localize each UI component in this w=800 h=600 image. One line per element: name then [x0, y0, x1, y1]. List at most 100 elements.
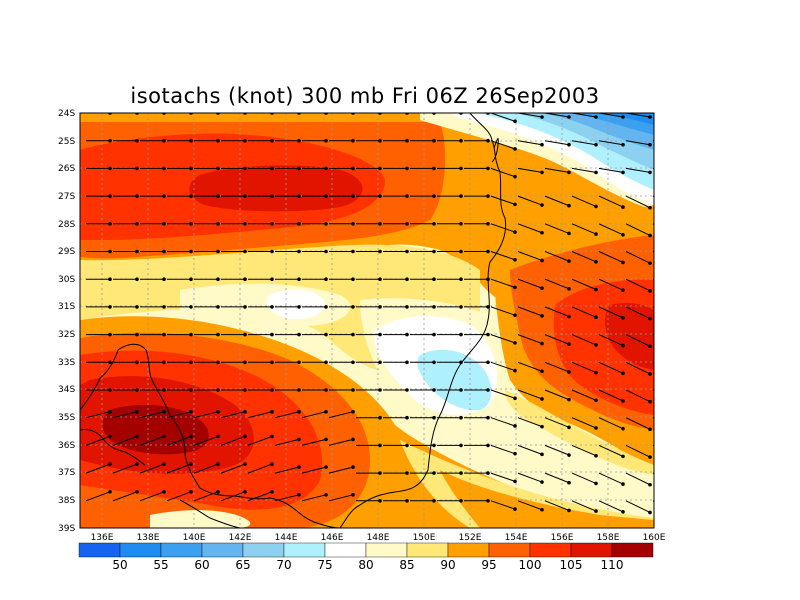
wind-vector-head	[540, 480, 544, 484]
wind-vector	[490, 195, 516, 205]
wind-vector	[571, 113, 597, 118]
wind-vector	[598, 167, 624, 173]
wind-vector-head	[135, 222, 139, 226]
wind-vector	[571, 500, 597, 512]
wind-vector-head	[459, 194, 463, 198]
wind-vector-head	[567, 259, 571, 263]
wind-vector-head	[108, 277, 112, 282]
plot-frame	[79, 112, 655, 529]
wind-vector	[544, 113, 570, 118]
wind-vector-head	[108, 166, 112, 171]
wind-vector	[193, 491, 219, 502]
wind-vector-head	[594, 481, 598, 486]
wind-vector	[517, 306, 543, 317]
wind-vector-head	[540, 507, 544, 512]
wind-vector	[652, 500, 654, 502]
wind-vector	[490, 444, 516, 455]
wind-vector-head	[486, 222, 490, 226]
wind-vector-head	[486, 443, 490, 448]
wind-vector-head	[621, 316, 625, 320]
wind-vector-head	[567, 397, 571, 402]
wind-vector-head	[243, 166, 247, 171]
wind-vector	[301, 466, 327, 474]
wind-vector	[544, 444, 570, 456]
wind-vector-head	[621, 205, 625, 209]
wind-vector-head	[513, 119, 517, 124]
wind-vector-head	[378, 332, 382, 337]
wind-vector	[571, 444, 597, 457]
lon-tick: 146E	[321, 533, 344, 543]
wind-vector-head	[621, 426, 625, 431]
wind-vector	[598, 223, 624, 236]
wind-vector-head	[135, 138, 139, 143]
coastline	[80, 113, 507, 528]
wind-vector	[220, 435, 246, 446]
wind-vector-head	[405, 499, 409, 503]
wind-vector	[625, 140, 651, 146]
wind-vectors	[85, 113, 654, 515]
wind-vector-head	[459, 443, 463, 448]
wind-vector-head	[459, 360, 463, 365]
wind-vector	[625, 389, 651, 403]
wind-vector-head	[405, 249, 409, 254]
colorbar-label: 110	[601, 558, 624, 572]
wind-vector	[517, 389, 543, 400]
wind-vector	[652, 113, 654, 114]
wind-vector	[544, 223, 570, 234]
wind-vector-head	[405, 443, 409, 448]
wind-vector-head	[594, 115, 598, 119]
wind-vector	[571, 389, 597, 401]
wind-vector	[517, 195, 543, 206]
wind-vector	[544, 167, 570, 173]
wind-vector-head	[513, 368, 517, 373]
wind-vector	[517, 361, 543, 372]
wind-vector-head	[243, 388, 247, 392]
wind-vector-head	[540, 369, 544, 374]
lat-tick: 38S	[58, 496, 75, 506]
colorbar-swatch	[611, 542, 654, 558]
wind-vector-head	[270, 222, 274, 226]
wind-vector-head	[216, 194, 220, 198]
wind-vector-head	[432, 305, 436, 309]
wind-vector-head	[648, 261, 652, 265]
wind-vector	[652, 334, 654, 336]
wind-vector-head	[432, 249, 436, 254]
wind-vector	[85, 463, 111, 474]
wind-vector-head	[648, 344, 652, 349]
wind-vector-head	[189, 409, 193, 414]
wind-vector	[652, 472, 654, 475]
wind-vector	[490, 472, 516, 482]
wind-vector	[625, 500, 651, 513]
wind-vector-head	[378, 360, 382, 365]
wind-vector-head	[297, 249, 301, 254]
wind-vector-head	[648, 510, 652, 515]
wind-vector-head	[297, 305, 301, 309]
wind-vector-head	[567, 287, 571, 291]
lat-tick: 33S	[58, 358, 75, 368]
wind-vector-head	[189, 194, 193, 198]
lon-tick: 150E	[413, 533, 436, 543]
wind-vector	[490, 361, 516, 372]
wind-vector-head	[108, 249, 112, 254]
colorbar-swatch	[529, 542, 572, 558]
wind-vector	[490, 334, 516, 344]
wind-vector-head	[486, 277, 490, 282]
wind-vector	[220, 411, 246, 419]
wind-vector-head	[540, 286, 544, 290]
wind-vector-head	[648, 427, 652, 432]
wind-vector-head	[162, 388, 166, 392]
colorbar-swatch	[160, 542, 203, 558]
wind-vector	[166, 463, 192, 474]
lat-tick: 39S	[58, 524, 75, 534]
colorbar-label: 105	[560, 558, 583, 572]
wind-vector-head	[297, 437, 301, 442]
wind-vector	[652, 251, 654, 253]
wind-vector-head	[351, 305, 355, 309]
colorbar-label: 65	[235, 558, 250, 572]
wind-vector-head	[486, 471, 490, 475]
lat-tick: 30S	[58, 275, 75, 285]
wind-vector-head	[324, 277, 328, 282]
wind-vector-head	[567, 480, 571, 485]
wind-vector	[544, 417, 570, 428]
wind-vector-head	[216, 332, 220, 337]
